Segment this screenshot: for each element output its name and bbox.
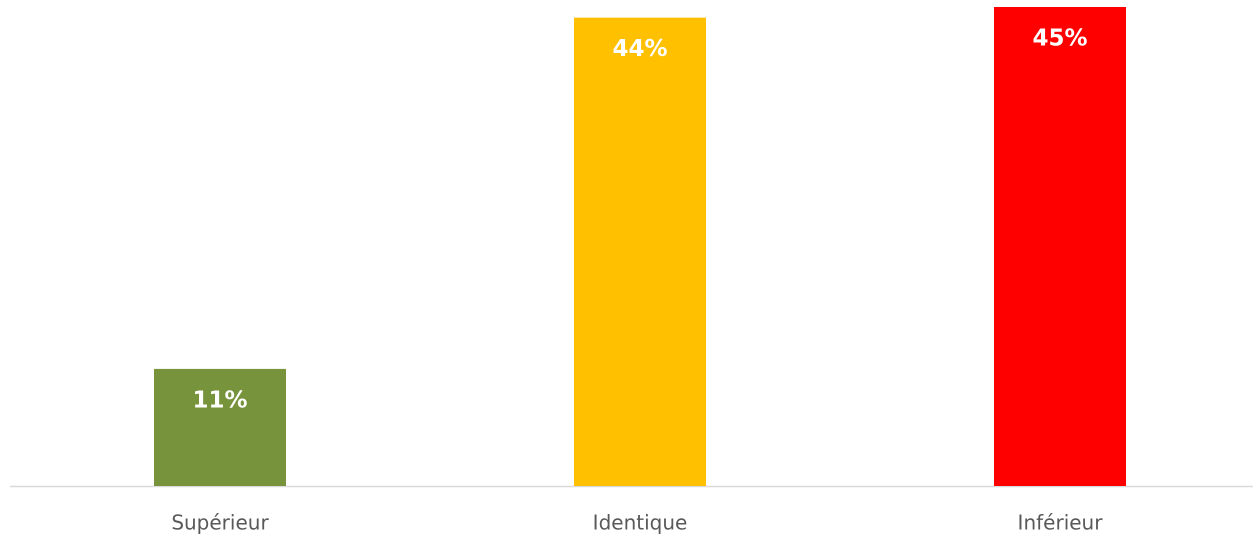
data-label: 11% bbox=[192, 387, 247, 413]
x-tick-label: Inférieur bbox=[1018, 511, 1104, 535]
data-label: 44% bbox=[612, 36, 667, 62]
x-tick-label: Identique bbox=[593, 511, 688, 535]
bar bbox=[994, 7, 1126, 486]
data-label: 45% bbox=[1032, 26, 1087, 52]
x-tick-label: Supérieur bbox=[171, 511, 269, 535]
bar bbox=[154, 368, 286, 486]
bar bbox=[574, 17, 706, 487]
